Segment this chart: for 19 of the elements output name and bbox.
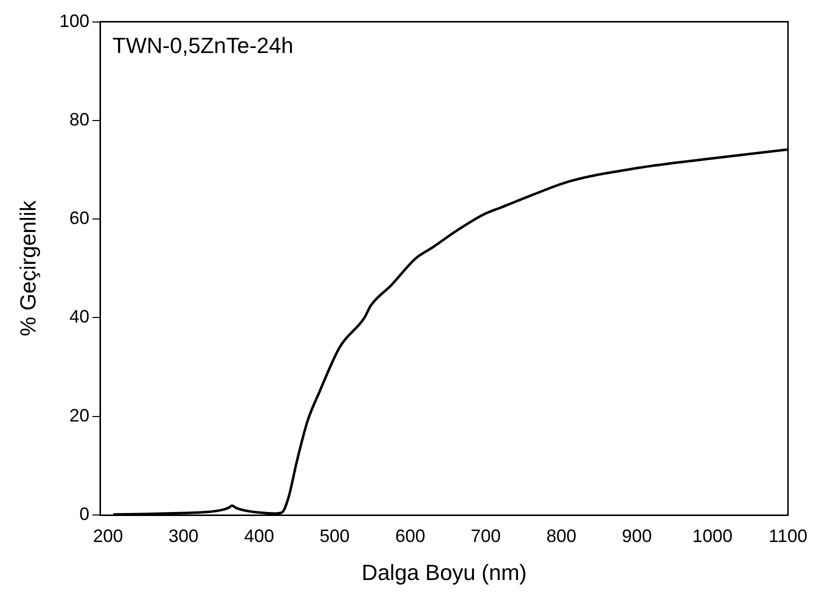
y-tick-label: 40 [69,306,90,327]
x-tick-label: 500 [320,526,350,546]
x-tick-label: 800 [546,526,576,546]
x-tick-label: 600 [395,526,426,546]
x-tick-label: 300 [168,526,199,546]
y-tick-label: 20 [69,405,90,426]
x-tick-label: 200 [92,526,124,546]
x-tick-label: 900 [622,526,652,546]
annotation: TWN-0,5ZnTe-24h [112,32,294,58]
x-axis-title: Dalga Boyu (nm) [362,560,527,585]
x-tick-label: 700 [470,526,501,546]
y-tick-label: 100 [59,10,90,31]
y-tick-label: 0 [79,504,90,524]
y-tick-label: 60 [69,208,90,228]
x-tick-label: 1100 [768,526,808,546]
x-tick-label: 1000 [692,526,732,546]
y-axis-title: % Geçirgenlik [15,200,40,336]
x-tick-label: 400 [244,526,274,546]
y-tick-label: 80 [69,109,90,130]
